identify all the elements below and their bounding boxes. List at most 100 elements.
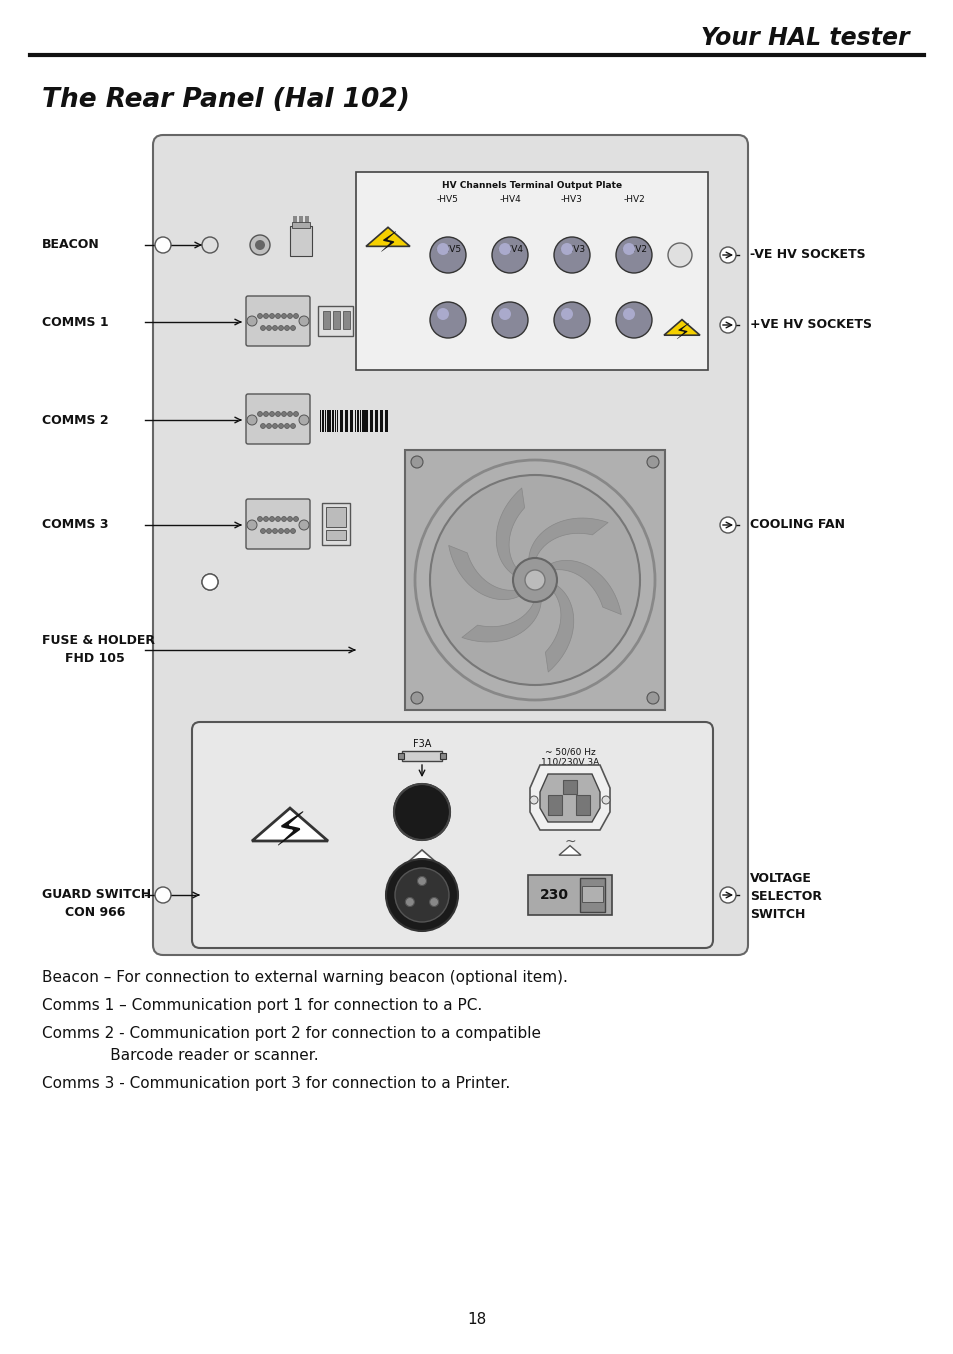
Text: +HV3: +HV3 [558, 245, 584, 255]
Text: +HV4: +HV4 [497, 245, 522, 255]
Circle shape [430, 475, 639, 685]
Circle shape [616, 302, 651, 338]
Circle shape [260, 325, 265, 330]
Circle shape [294, 314, 298, 318]
Bar [365, 410, 367, 432]
Circle shape [291, 528, 295, 533]
Polygon shape [461, 570, 540, 642]
Circle shape [263, 412, 268, 417]
Circle shape [554, 237, 589, 274]
Polygon shape [448, 546, 540, 600]
Bar [562, 780, 577, 793]
Circle shape [257, 314, 262, 318]
Bar [385, 410, 387, 432]
Bar [343, 311, 350, 329]
Bar [379, 410, 381, 432]
Bar [326, 529, 346, 540]
Text: Comms 1 – Communication port 1 for connection to a PC.: Comms 1 – Communication port 1 for conne… [42, 998, 482, 1013]
Circle shape [247, 520, 256, 529]
Circle shape [667, 242, 691, 267]
Circle shape [386, 858, 457, 932]
Text: -VE HV SOCKETS: -VE HV SOCKETS [749, 249, 864, 261]
Circle shape [524, 570, 544, 590]
Circle shape [554, 302, 589, 338]
Text: +HV2: +HV2 [620, 245, 646, 255]
Bar [293, 217, 296, 227]
Text: GUARD SWITCH: GUARD SWITCH [42, 888, 151, 902]
Circle shape [291, 424, 295, 428]
Bar [326, 506, 346, 527]
Circle shape [275, 516, 280, 521]
Circle shape [284, 424, 289, 428]
Circle shape [263, 314, 268, 318]
Circle shape [269, 412, 274, 417]
Text: -HV3: -HV3 [560, 195, 582, 204]
Circle shape [269, 314, 274, 318]
Bar [370, 410, 372, 432]
Text: Your HAL tester: Your HAL tester [700, 26, 909, 50]
Bar [327, 410, 330, 432]
Circle shape [275, 412, 280, 417]
Circle shape [287, 412, 293, 417]
Circle shape [430, 237, 465, 274]
Bar [375, 410, 377, 432]
Bar [581, 886, 602, 902]
Bar [325, 410, 326, 432]
Text: The Rear Panel (Hal 102): The Rear Panel (Hal 102) [42, 87, 410, 112]
Circle shape [273, 325, 277, 330]
Circle shape [291, 325, 295, 330]
Circle shape [298, 315, 309, 326]
Text: BEACON: BEACON [42, 238, 100, 252]
Text: COMMS 2: COMMS 2 [42, 413, 109, 427]
Bar [352, 410, 354, 432]
Bar [350, 410, 352, 432]
Circle shape [436, 307, 449, 320]
Bar [319, 410, 320, 432]
Polygon shape [539, 774, 599, 822]
Circle shape [492, 302, 527, 338]
Circle shape [646, 692, 659, 704]
Circle shape [202, 237, 218, 253]
Circle shape [263, 516, 268, 521]
Circle shape [278, 325, 283, 330]
Bar [355, 172, 707, 370]
Bar [290, 226, 312, 256]
Circle shape [284, 528, 289, 533]
Circle shape [720, 517, 735, 533]
Circle shape [601, 796, 609, 804]
Bar [387, 410, 388, 432]
Circle shape [411, 456, 422, 468]
Circle shape [254, 240, 265, 250]
Bar [547, 795, 561, 815]
Circle shape [278, 424, 283, 428]
Text: HV Channels Terminal Output Plate: HV Channels Terminal Output Plate [441, 181, 621, 191]
Circle shape [260, 528, 265, 533]
Circle shape [405, 898, 414, 906]
Circle shape [429, 898, 438, 906]
Circle shape [281, 516, 286, 521]
Circle shape [294, 516, 298, 521]
Circle shape [298, 414, 309, 425]
Text: Comms 3 - Communication port 3 for connection to a Printer.: Comms 3 - Communication port 3 for conne… [42, 1076, 510, 1091]
Circle shape [260, 424, 265, 428]
Polygon shape [522, 580, 573, 672]
Circle shape [273, 424, 277, 428]
Circle shape [266, 528, 272, 533]
Circle shape [411, 692, 422, 704]
Bar [337, 410, 338, 432]
Polygon shape [528, 519, 607, 590]
Text: +VE HV SOCKETS: +VE HV SOCKETS [749, 318, 871, 332]
Circle shape [513, 558, 557, 603]
Circle shape [273, 528, 277, 533]
Circle shape [622, 242, 635, 255]
Text: ⚡: ⚡ [674, 324, 689, 344]
Circle shape [298, 520, 309, 529]
Text: ~ 50/60 Hz: ~ 50/60 Hz [544, 747, 595, 757]
Circle shape [278, 528, 283, 533]
Circle shape [530, 796, 537, 804]
Bar [527, 875, 612, 915]
Text: -HV4: -HV4 [498, 195, 520, 204]
Bar [372, 410, 374, 432]
Circle shape [154, 887, 171, 903]
Polygon shape [496, 487, 546, 581]
